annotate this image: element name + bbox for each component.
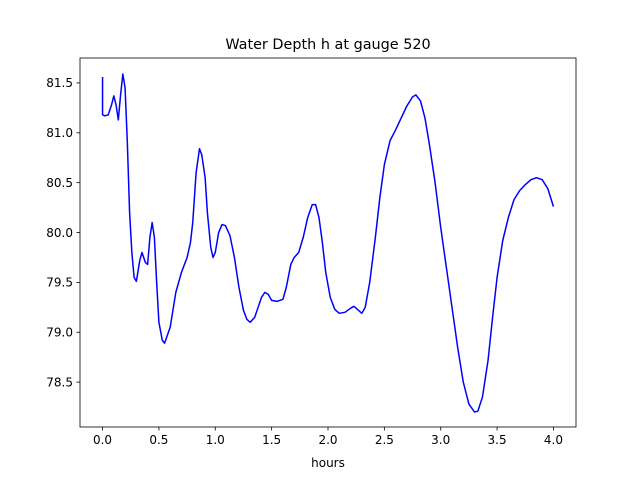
y-tick-label: 80.0 <box>46 226 73 240</box>
x-tick-label: 2.0 <box>318 433 337 447</box>
y-tick-label: 80.5 <box>46 176 73 190</box>
x-tick-label: 4.0 <box>544 433 563 447</box>
x-tick-label: 2.5 <box>375 433 394 447</box>
x-tick-label: 0.5 <box>149 433 168 447</box>
plot-area-frame <box>79 57 577 428</box>
x-tick-label: 3.5 <box>488 433 507 447</box>
x-tick-label: 1.5 <box>262 433 281 447</box>
chart-title: Water Depth h at gauge 520 <box>225 37 430 53</box>
y-axis-ticks: 78.5 79.0 79.5 80.0 80.5 81.0 81.5 <box>46 76 80 389</box>
y-tick-label: 81.5 <box>46 76 73 90</box>
x-tick-label: 3.0 <box>431 433 450 447</box>
x-axis-label: hours <box>311 456 345 470</box>
y-tick-label: 78.5 <box>46 375 73 389</box>
x-tick-label: 1.0 <box>206 433 225 447</box>
x-tick-label: 0.0 <box>93 433 112 447</box>
series-layer <box>101 73 555 413</box>
x-axis-ticks: 0.0 0.5 1.0 1.5 2.0 2.5 3.0 3.5 4.0 <box>93 427 563 447</box>
y-tick-label: 81.0 <box>46 126 73 140</box>
y-tick-label: 79.0 <box>46 326 73 340</box>
series-line-0 <box>101 73 555 413</box>
y-tick-label: 79.5 <box>46 276 73 290</box>
